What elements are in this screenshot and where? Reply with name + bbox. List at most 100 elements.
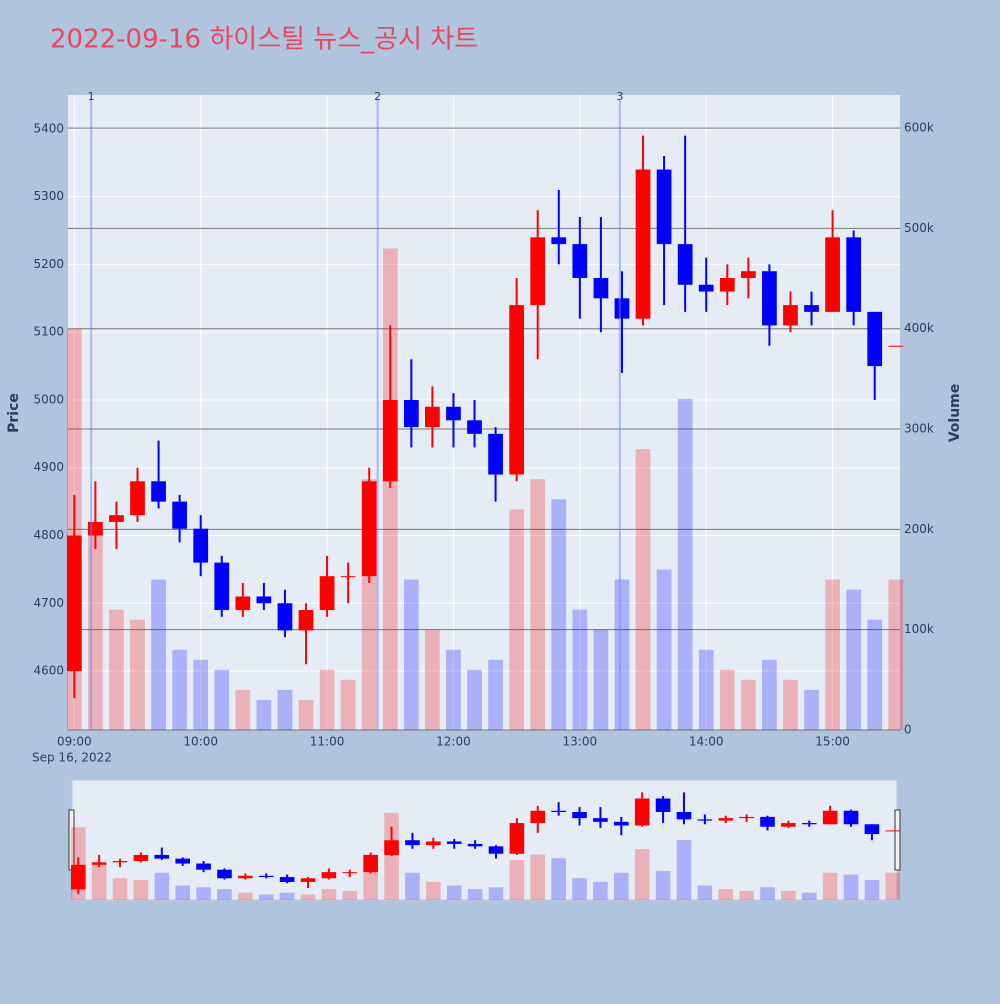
mini-candle-body xyxy=(217,869,232,879)
candle-body xyxy=(825,237,840,312)
candle-body xyxy=(740,271,756,278)
mini-candle-body xyxy=(885,830,901,832)
volume-bar xyxy=(214,669,230,730)
mini-candle-body xyxy=(405,840,420,846)
y2-tick-label: 0 xyxy=(904,723,912,737)
y2-tick-label: 400k xyxy=(904,321,934,335)
volume-bar xyxy=(888,579,904,730)
candle-body xyxy=(66,535,82,672)
candle-body xyxy=(298,610,314,631)
mini-candle-body xyxy=(551,810,566,813)
mini-candle-body xyxy=(864,824,880,835)
mini-volume-bar xyxy=(196,887,211,900)
candle-body xyxy=(698,284,714,292)
mini-volume-bar xyxy=(258,894,274,900)
y2-axis-title: Volume xyxy=(947,384,963,443)
y-tick-label: 4700 xyxy=(33,596,64,610)
mini-volume-bar xyxy=(217,889,232,900)
candle-body xyxy=(783,305,798,326)
mini-candle-body xyxy=(781,823,796,827)
y2-tick-label: 300k xyxy=(904,422,934,436)
mini-candle-body xyxy=(154,854,170,859)
mini-volume-bar xyxy=(426,881,441,900)
mini-candle-body xyxy=(509,823,525,854)
y-tick-label: 5400 xyxy=(33,121,64,135)
volume-bar xyxy=(256,699,272,730)
range-slider[interactable] xyxy=(71,779,898,901)
mini-candle-body xyxy=(279,877,295,882)
mini-volume-bar xyxy=(718,889,734,900)
candle-body xyxy=(677,244,693,285)
mini-volume-bar xyxy=(551,858,566,900)
candle-body xyxy=(888,345,904,347)
volume-bar xyxy=(867,619,883,730)
mini-candle-body xyxy=(676,812,692,820)
x-tick-label: 10:00 xyxy=(183,735,218,749)
candle-body xyxy=(277,603,293,631)
volume-bar xyxy=(235,689,251,730)
range-handle[interactable] xyxy=(894,809,901,871)
volume-bar xyxy=(656,569,672,730)
x-tick-label: 12:00 xyxy=(436,735,471,749)
volume-bar xyxy=(698,649,714,730)
mini-volume-bar xyxy=(342,890,358,900)
volume-bar xyxy=(298,699,314,730)
mini-candle-body xyxy=(697,819,713,821)
mini-candle-body xyxy=(634,798,650,826)
candle-body xyxy=(467,420,482,434)
volume-bar xyxy=(172,649,188,730)
volume-bar xyxy=(467,669,482,730)
volume-bar xyxy=(340,679,356,730)
mini-candle-body xyxy=(321,872,337,879)
mini-candle-body xyxy=(801,823,817,825)
mini-volume-bar xyxy=(634,849,650,900)
candle-body xyxy=(235,596,251,611)
mini-volume-bar xyxy=(781,890,796,900)
candle-body xyxy=(530,237,546,306)
mini-candle-body xyxy=(112,861,128,863)
mini-candle-body xyxy=(739,816,754,819)
volume-bar xyxy=(804,689,819,730)
mini-volume-bar xyxy=(739,890,754,900)
chart-title: 2022-09-16 하이스틸 뉴스_공시 차트 xyxy=(50,25,478,55)
candle-body xyxy=(867,311,883,367)
mini-volume-bar xyxy=(697,885,713,900)
y2-tick-label: 500k xyxy=(904,221,934,235)
mini-volume-bar xyxy=(133,880,149,900)
volume-bar xyxy=(446,649,461,730)
volume-bar xyxy=(509,509,525,730)
y-tick-label: 5000 xyxy=(33,392,64,406)
x-tick-label: 13:00 xyxy=(563,735,598,749)
volume-bar xyxy=(193,659,209,730)
candle-body xyxy=(214,562,230,611)
mini-candle-body xyxy=(426,841,441,846)
candle-body xyxy=(635,169,651,319)
mini-candle-body xyxy=(655,798,671,813)
mini-volume-bar xyxy=(154,872,170,900)
candle-body xyxy=(593,277,609,299)
mini-candle-body xyxy=(467,843,483,847)
mini-volume-bar xyxy=(760,887,775,900)
mini-volume-bar xyxy=(238,892,253,900)
y2-tick-label: 600k xyxy=(904,121,934,135)
plot-area xyxy=(68,95,900,730)
volume-bar xyxy=(425,629,440,730)
mini-volume-bar xyxy=(885,872,901,900)
mini-candle-body xyxy=(593,818,608,822)
volume-bar xyxy=(403,579,419,730)
mini-candle-body xyxy=(718,818,734,821)
candle-body xyxy=(551,237,567,245)
mini-volume-bar xyxy=(112,878,128,900)
volume-bar xyxy=(530,479,546,730)
news-label: 3 xyxy=(616,90,623,103)
mini-candle-body xyxy=(446,841,462,844)
candle-body xyxy=(403,399,419,428)
mini-candle-body xyxy=(196,863,211,870)
volume-bar xyxy=(319,669,335,730)
volume-bar xyxy=(677,398,693,730)
news-label: 1 xyxy=(88,90,95,103)
mini-volume-bar xyxy=(279,892,295,900)
mini-candle-body xyxy=(70,864,86,890)
mini-volume-bar xyxy=(300,894,316,900)
mini-volume-bar xyxy=(676,840,692,900)
